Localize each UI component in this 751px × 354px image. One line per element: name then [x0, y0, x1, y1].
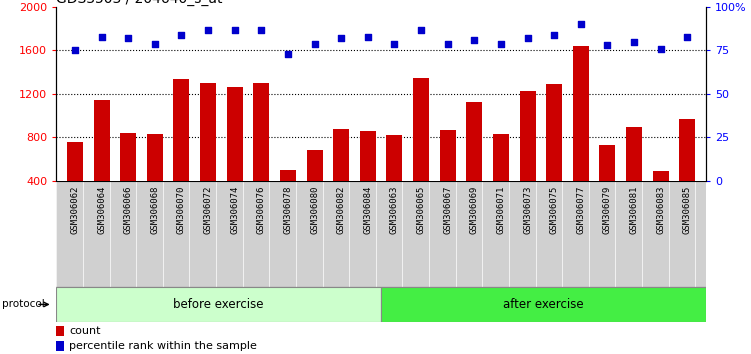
Text: GSM306085: GSM306085	[683, 186, 692, 234]
Point	[495, 41, 507, 46]
Text: GSM306067: GSM306067	[443, 186, 452, 234]
Point	[469, 37, 481, 43]
Text: GSM306076: GSM306076	[257, 186, 266, 234]
Point	[176, 32, 188, 38]
Point	[282, 51, 294, 57]
Text: GSM306074: GSM306074	[231, 186, 240, 234]
Text: protocol: protocol	[2, 299, 45, 309]
Point	[548, 32, 560, 38]
Point	[255, 27, 267, 33]
Bar	[626, 127, 642, 224]
Bar	[387, 135, 403, 224]
Bar	[573, 46, 589, 224]
Bar	[546, 84, 562, 224]
Text: GSM306069: GSM306069	[470, 186, 479, 234]
Point	[95, 34, 107, 39]
Point	[602, 42, 614, 48]
Text: GSM306073: GSM306073	[523, 186, 532, 234]
Point	[442, 41, 454, 46]
Bar	[413, 78, 429, 224]
Point	[415, 27, 427, 33]
Bar	[680, 119, 695, 224]
Text: GSM306066: GSM306066	[124, 186, 133, 234]
Text: GSM306071: GSM306071	[496, 186, 505, 234]
Text: count: count	[69, 326, 101, 336]
Bar	[227, 87, 243, 224]
Bar	[333, 129, 349, 224]
Bar	[360, 131, 376, 224]
Text: GSM306084: GSM306084	[363, 186, 372, 234]
Text: GSM306080: GSM306080	[310, 186, 319, 234]
Bar	[653, 171, 668, 224]
Bar	[280, 170, 296, 224]
Bar	[94, 100, 110, 224]
Bar	[147, 134, 163, 224]
Bar	[381, 287, 706, 322]
Point	[229, 27, 241, 33]
Text: GSM306078: GSM306078	[283, 186, 292, 234]
Point	[521, 35, 533, 41]
Point	[681, 34, 693, 39]
Bar	[173, 79, 189, 224]
Bar	[253, 83, 270, 224]
Text: GSM306062: GSM306062	[71, 186, 80, 234]
Bar	[200, 83, 216, 224]
Point	[655, 46, 667, 52]
Point	[122, 35, 134, 41]
Point	[309, 41, 321, 46]
Point	[628, 39, 640, 45]
Bar	[306, 150, 323, 224]
Bar	[67, 142, 83, 224]
Point	[335, 35, 347, 41]
Bar	[56, 326, 65, 336]
Text: GSM306068: GSM306068	[150, 186, 159, 234]
Bar	[493, 134, 509, 224]
Bar	[56, 341, 65, 351]
Text: before exercise: before exercise	[173, 298, 264, 311]
Text: GSM306081: GSM306081	[629, 186, 638, 234]
Text: GSM306064: GSM306064	[97, 186, 106, 234]
Bar	[120, 133, 136, 224]
Point	[69, 47, 81, 53]
Text: after exercise: after exercise	[503, 298, 584, 311]
Point	[362, 34, 374, 39]
Bar	[599, 145, 615, 224]
Text: GSM306070: GSM306070	[177, 186, 186, 234]
Point	[202, 27, 214, 33]
Text: GDS3503 / 204640_s_at: GDS3503 / 204640_s_at	[56, 0, 223, 6]
Text: GSM306082: GSM306082	[336, 186, 345, 234]
Point	[575, 22, 587, 27]
Bar	[520, 91, 535, 224]
Text: GSM306077: GSM306077	[576, 186, 585, 234]
Text: GSM306075: GSM306075	[550, 186, 559, 234]
Bar	[466, 103, 482, 224]
Text: GSM306063: GSM306063	[390, 186, 399, 234]
Point	[388, 41, 400, 46]
Text: GSM306083: GSM306083	[656, 186, 665, 234]
Text: GSM306072: GSM306072	[204, 186, 213, 234]
Bar	[439, 130, 456, 224]
Text: percentile rank within the sample: percentile rank within the sample	[69, 341, 257, 351]
Point	[149, 41, 161, 46]
Bar	[56, 287, 381, 322]
Text: GSM306079: GSM306079	[603, 186, 612, 234]
Text: GSM306065: GSM306065	[417, 186, 426, 234]
